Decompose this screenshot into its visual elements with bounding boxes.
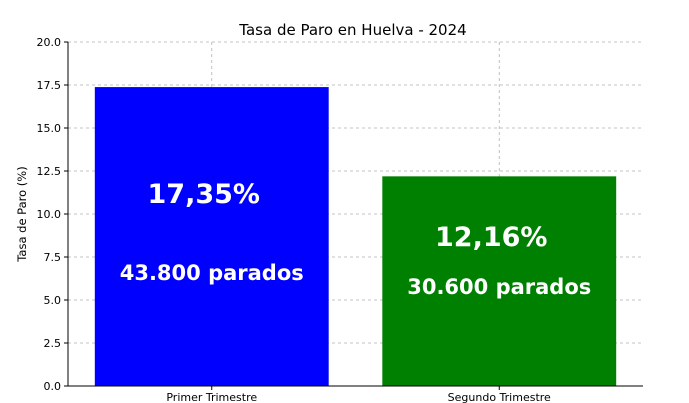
bar-rate-label: 17,35% xyxy=(148,179,260,210)
bar-1 xyxy=(94,87,329,387)
chart-title: Tasa de Paro en Huelva - 2024 xyxy=(238,21,466,39)
x-tick-label: Primer Trimestre xyxy=(166,391,257,403)
y-tick-label: 15.0 xyxy=(37,122,62,135)
bar-rate-label: 12,16% xyxy=(435,222,547,253)
x-axis-ticks: Primer Trimestre Segundo Trimestre xyxy=(166,386,551,403)
bar-2 xyxy=(382,176,617,387)
x-tick-label: Segundo Trimestre xyxy=(448,391,551,403)
bar-annotations: 17,35% 43.800 parados 12,16% 30.600 parados xyxy=(120,179,592,299)
y-tick-label: 0.0 xyxy=(44,380,62,393)
bars xyxy=(94,87,617,387)
y-tick-label: 2.5 xyxy=(44,337,62,350)
y-tick-label: 5.0 xyxy=(44,294,62,307)
y-tick-label: 17.5 xyxy=(37,79,62,92)
bar-count-label: 43.800 parados xyxy=(120,261,304,285)
y-tick-label: 7.5 xyxy=(44,251,62,264)
y-tick-label: 12.5 xyxy=(37,165,62,178)
y-tick-label: 10.0 xyxy=(37,208,62,221)
bar-count-label: 30.600 parados xyxy=(407,275,591,299)
y-tick-label: 20.0 xyxy=(37,36,62,49)
y-axis-ticks: 0.0 2.5 5.0 7.5 10.0 12.5 15.0 17.5 20.0 xyxy=(37,36,68,393)
y-axis-label: Tasa de Paro (%) xyxy=(15,166,29,262)
